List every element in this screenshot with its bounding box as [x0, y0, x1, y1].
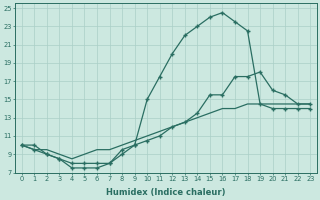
X-axis label: Humidex (Indice chaleur): Humidex (Indice chaleur) — [106, 188, 226, 197]
